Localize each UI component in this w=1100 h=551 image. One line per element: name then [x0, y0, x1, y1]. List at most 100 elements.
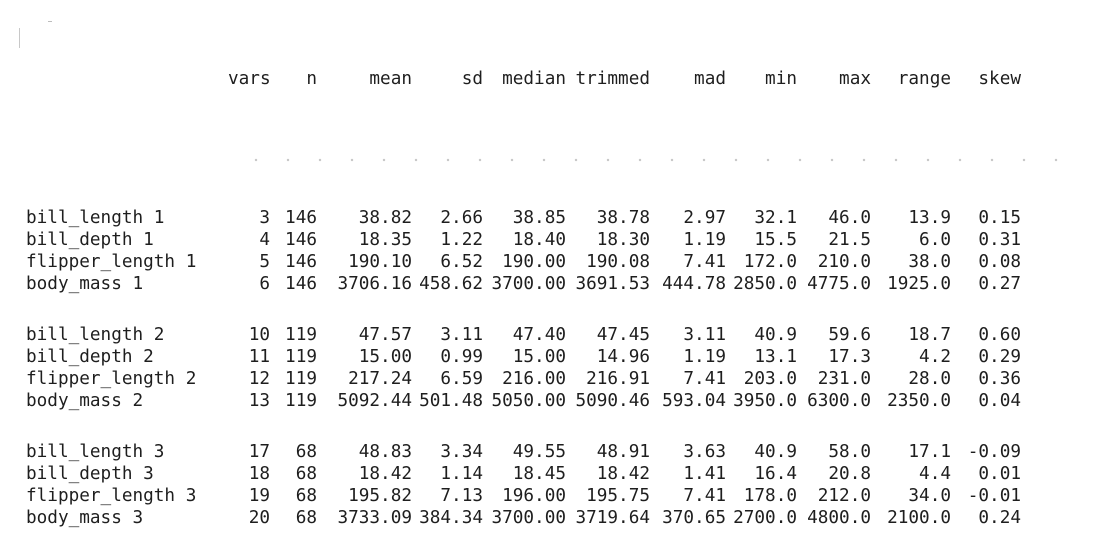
- table-row: body_mass 1 6 146 3706.16 458.62 3700.00 3691.…: [26, 273, 1021, 295]
- cell-range: 4.4: [919, 464, 951, 484]
- table-row: bill_length 2 10 119 47.57 3.11 47.40 47.45 3.1…: [26, 324, 1021, 346]
- cell-skew: 0.27: [978, 274, 1021, 294]
- cell-vars: 5: [259, 252, 270, 272]
- cell-n: 146: [285, 230, 317, 250]
- header-n: n: [306, 69, 317, 89]
- cell-vars: 3: [259, 208, 270, 228]
- cell-mad: 1.19: [683, 347, 726, 367]
- cell-trimmed: 18.42: [596, 464, 650, 484]
- cell-mad: 7.41: [683, 252, 726, 272]
- cell-max: 6300.0: [807, 391, 871, 411]
- cell-trimmed: 216.91: [586, 369, 650, 389]
- cell-trimmed: 3719.64: [575, 508, 650, 528]
- cell-vars: 6: [259, 274, 270, 294]
- cell-sd: 7.13: [440, 486, 483, 506]
- cell-trimmed: 5090.46: [575, 391, 650, 411]
- table-body: bill_length 1 3 146 38.82 2.66 38.85 38.78 2.97…: [26, 207, 1021, 529]
- cell-range: 4.2: [919, 347, 951, 367]
- row-label: bill_depth 2: [26, 347, 154, 367]
- cell-n: 68: [295, 442, 317, 462]
- cell-min: 203.0: [743, 369, 797, 389]
- cell-median: 216.00: [502, 369, 566, 389]
- cell-mad: 1.41: [683, 464, 726, 484]
- header-mean: mean: [369, 69, 412, 89]
- row-label: flipper_length 2: [26, 369, 197, 389]
- cell-median: 3700.00: [491, 274, 566, 294]
- cell-trimmed: 14.96: [596, 347, 650, 367]
- table-row: bill_depth 1 4 146 18.35 1.22 18.40 18.30 1.19 1…: [26, 229, 1021, 251]
- cell-mean: 195.82: [348, 486, 412, 506]
- cell-mad: 3.11: [683, 325, 726, 345]
- cell-skew: 0.15: [978, 208, 1021, 228]
- cell-sd: 6.52: [440, 252, 483, 272]
- cell-trimmed: 18.30: [596, 230, 650, 250]
- cell-median: 196.00: [502, 486, 566, 506]
- cell-range: 13.9: [908, 208, 951, 228]
- header-max: max: [839, 69, 871, 89]
- row-label: body_mass 1: [26, 274, 144, 294]
- table-row: body_mass 2 13 119 5092.44 501.48 5050.00 5090…: [26, 390, 1021, 412]
- table-row: flipper_length 1 5 146 190.10 6.52 190.00 190.…: [26, 251, 1021, 273]
- cell-max: 46.0: [828, 208, 871, 228]
- cell-max: 210.0: [817, 252, 871, 272]
- cell-sd: 458.62: [419, 274, 483, 294]
- cell-n: 146: [285, 252, 317, 272]
- cell-vars: 4: [259, 230, 270, 250]
- group-gap: [26, 295, 1021, 324]
- cell-range: 28.0: [908, 369, 951, 389]
- cell-mad: 7.41: [683, 369, 726, 389]
- cell-trimmed: 195.75: [586, 486, 650, 506]
- table-row: bill_depth 2 11 119 15.00 0.99 15.00 14.96 1.19…: [26, 346, 1021, 368]
- row-label: flipper_length 3: [26, 486, 197, 506]
- cell-trimmed: 47.45: [596, 325, 650, 345]
- cell-skew: 0.31: [978, 230, 1021, 250]
- cell-n: 68: [295, 464, 317, 484]
- table-row: bill_depth 3 18 68 18.42 1.14 18.45 18.42 1.41 1…: [26, 463, 1021, 485]
- cell-median: 15.00: [512, 347, 566, 367]
- cell-sd: 6.59: [440, 369, 483, 389]
- row-group: bill_length 1 3 146 38.82 2.66 38.85 38.78 2.97…: [26, 207, 1021, 295]
- cell-min: 3950.0: [733, 391, 797, 411]
- cell-sd: 3.11: [440, 325, 483, 345]
- cell-vars: 11: [248, 347, 270, 367]
- cell-skew: -0.09: [967, 442, 1021, 462]
- cell-max: 59.6: [828, 325, 871, 345]
- cell-min: 13.1: [754, 347, 797, 367]
- cell-sd: 2.66: [440, 208, 483, 228]
- header-sd: sd: [461, 69, 483, 89]
- cell-range: 1925.0: [887, 274, 951, 294]
- row-label: bill_depth 3: [26, 464, 154, 484]
- table-row: bill_length 3 17 68 48.83 3.34 49.55 48.91 3.63…: [26, 441, 1021, 463]
- cell-range: 2100.0: [887, 508, 951, 528]
- cell-skew: -0.01: [967, 486, 1021, 506]
- cell-max: 20.8: [828, 464, 871, 484]
- cell-max: 58.0: [828, 442, 871, 462]
- cell-vars: 13: [248, 391, 270, 411]
- cell-max: 17.3: [828, 347, 871, 367]
- row-group: bill_length 2 10 119 47.57 3.11 47.40 47.45 3.1…: [26, 324, 1021, 412]
- cell-trimmed: 38.78: [596, 208, 650, 228]
- cell-mean: 18.42: [358, 464, 412, 484]
- cell-skew: 0.01: [978, 464, 1021, 484]
- table-row: bill_length 1 3 146 38.82 2.66 38.85 38.78 2.97…: [26, 207, 1021, 229]
- cell-median: 49.55: [512, 442, 566, 462]
- cell-median: 18.40: [512, 230, 566, 250]
- cell-range: 34.0: [908, 486, 951, 506]
- cell-max: 21.5: [828, 230, 871, 250]
- cell-sd: 0.99: [440, 347, 483, 367]
- cell-median: 47.40: [512, 325, 566, 345]
- cell-trimmed: 190.08: [586, 252, 650, 272]
- header-range: range: [897, 69, 951, 89]
- cell-vars: 20: [248, 508, 270, 528]
- cell-min: 178.0: [743, 486, 797, 506]
- cell-skew: 0.60: [978, 325, 1021, 345]
- cell-range: 18.7: [908, 325, 951, 345]
- cell-n: 119: [285, 347, 317, 367]
- group-gap: [26, 412, 1021, 441]
- cell-median: 190.00: [502, 252, 566, 272]
- cell-mad: 3.63: [683, 442, 726, 462]
- header-vars: vars: [228, 69, 271, 89]
- cell-min: 40.9: [754, 325, 797, 345]
- cell-vars: 18: [248, 464, 270, 484]
- cell-range: 6.0: [919, 230, 951, 250]
